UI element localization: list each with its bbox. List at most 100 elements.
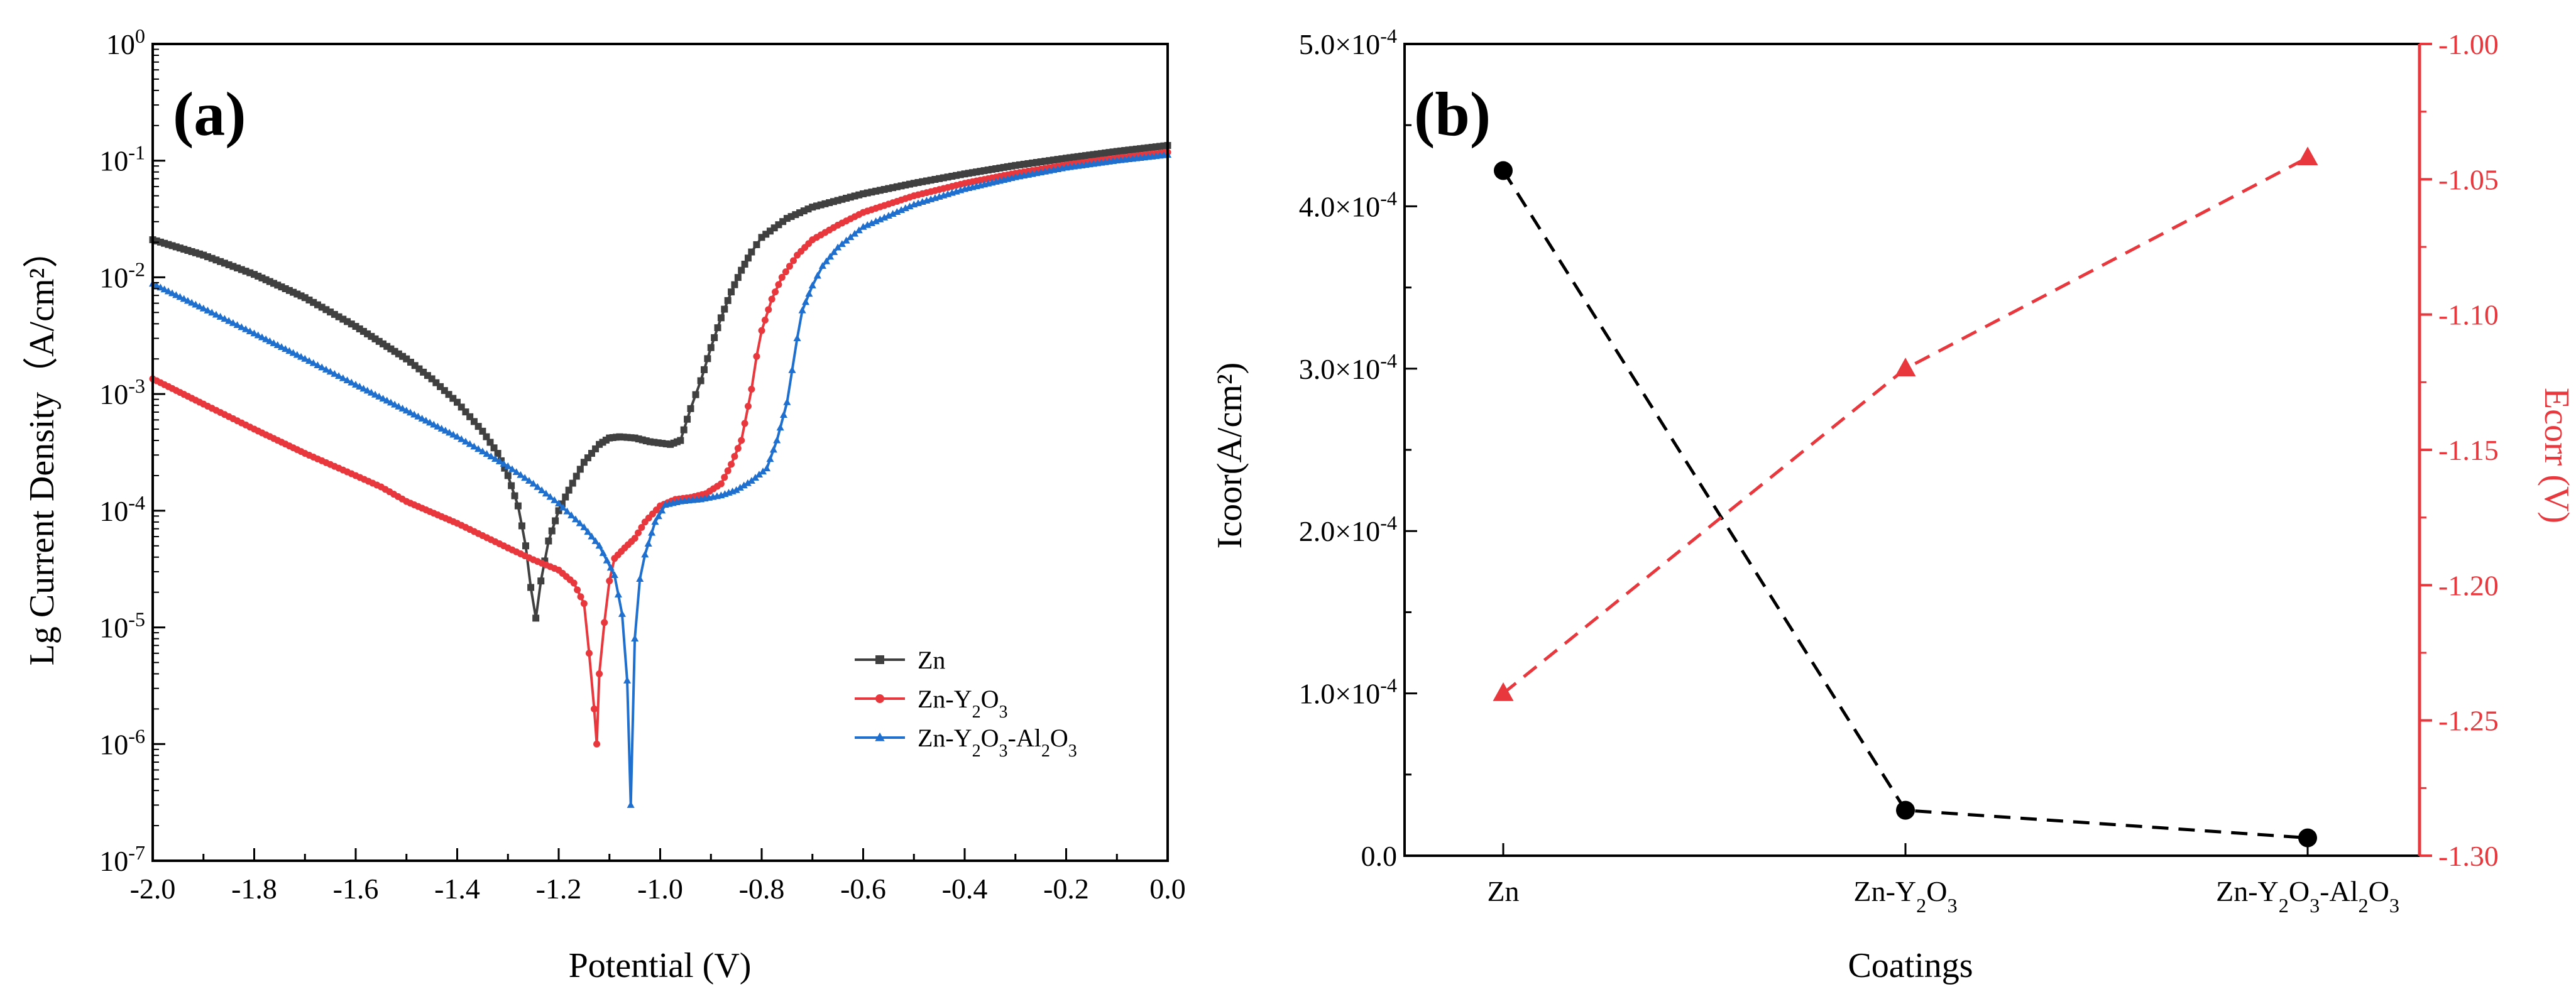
data-point xyxy=(618,609,626,617)
data-point xyxy=(940,174,947,182)
panel-a-series-layer xyxy=(148,142,1172,808)
legend-entry: Zn-Y2O3-Al2O3 xyxy=(855,724,1077,761)
data-point xyxy=(225,317,233,324)
data-point xyxy=(793,334,801,341)
data-point xyxy=(741,260,748,268)
data-point xyxy=(1144,144,1152,151)
data-point xyxy=(518,522,525,530)
data-point xyxy=(434,422,442,430)
data-point xyxy=(351,381,360,388)
data-point xyxy=(176,293,184,300)
data-point xyxy=(466,440,474,447)
data-point xyxy=(796,209,804,217)
legend-label: Zn xyxy=(918,646,945,674)
data-point xyxy=(772,288,779,296)
data-point xyxy=(758,327,765,334)
data-point xyxy=(430,420,438,428)
data-point xyxy=(965,170,972,177)
data-point xyxy=(636,575,644,582)
data-point xyxy=(1086,151,1093,159)
data-point xyxy=(432,379,440,386)
data-point xyxy=(567,511,576,518)
data-point xyxy=(576,466,584,473)
data-point xyxy=(822,257,831,265)
data-point xyxy=(246,269,254,276)
data-point xyxy=(901,204,909,212)
series-icorr xyxy=(1494,161,2317,848)
panel-a-x-axis: -2.0 -1.8 -1.6 -1.4 -1.2 -1.0 -0.8 -0.6 -0.4 -0.2… xyxy=(130,848,1186,905)
data-point xyxy=(659,440,666,447)
data-point xyxy=(762,231,770,238)
data-point xyxy=(763,464,771,472)
data-point xyxy=(738,437,745,444)
data-point xyxy=(216,312,224,320)
data-point xyxy=(638,524,645,532)
data-point xyxy=(847,233,855,241)
data-point xyxy=(266,337,274,344)
data-point xyxy=(1037,158,1044,166)
data-point xyxy=(658,506,666,514)
data-point xyxy=(491,455,500,462)
data-point xyxy=(684,415,691,423)
data-point xyxy=(458,403,465,411)
data-point xyxy=(731,281,738,288)
data-point xyxy=(386,398,395,406)
panel-b-x-axis-title: Coatings xyxy=(1848,946,1973,985)
legend-marker xyxy=(875,732,885,741)
data-point xyxy=(775,221,782,229)
data-point xyxy=(1896,800,1915,820)
data-point xyxy=(309,359,317,366)
data-point xyxy=(1078,152,1085,160)
data-point xyxy=(728,288,735,296)
data-point xyxy=(387,345,395,352)
data-point xyxy=(872,217,880,224)
data-point xyxy=(474,423,482,430)
data-point xyxy=(402,407,410,414)
legend-marker xyxy=(875,694,884,703)
data-point xyxy=(548,527,556,535)
right-y-tick-label: -1.00 xyxy=(2438,28,2499,60)
data-point xyxy=(180,295,188,302)
data-point xyxy=(584,454,591,462)
left-y-tick-label: 3.0×10-4 xyxy=(1299,349,1397,385)
data-point xyxy=(635,435,642,443)
data-point xyxy=(318,363,326,371)
data-point xyxy=(301,354,309,362)
data-point xyxy=(541,557,549,565)
data-point xyxy=(241,325,250,332)
left-y-tick-label: 1.0×10-4 xyxy=(1299,674,1397,710)
data-point xyxy=(867,219,876,226)
data-point xyxy=(805,290,813,297)
data-point xyxy=(192,300,200,308)
data-point xyxy=(717,314,725,322)
data-point xyxy=(1050,156,1057,164)
data-point xyxy=(787,213,795,221)
data-point xyxy=(1117,147,1124,155)
left-y-tick-label: 4.0×10-4 xyxy=(1299,187,1397,222)
data-point xyxy=(813,202,820,210)
data-point xyxy=(344,318,351,325)
data-point xyxy=(428,375,436,383)
data-point xyxy=(744,403,752,410)
data-point xyxy=(736,484,744,491)
data-point xyxy=(212,256,220,264)
data-point xyxy=(195,302,204,310)
data-point xyxy=(420,368,427,376)
data-point xyxy=(314,361,322,368)
data-point xyxy=(274,281,282,289)
data-point xyxy=(639,436,646,444)
data-point xyxy=(944,173,951,181)
data-point xyxy=(301,294,309,302)
data-point xyxy=(768,295,776,303)
data-point xyxy=(748,385,755,393)
data-point xyxy=(449,395,457,402)
data-point xyxy=(238,266,245,273)
panel-a-x-axis-title: Potential (V) xyxy=(569,946,752,985)
data-point xyxy=(1097,150,1105,157)
data-point xyxy=(766,455,774,462)
x-tick-label: -1.0 xyxy=(637,873,683,905)
data-point xyxy=(314,301,321,308)
data-point xyxy=(483,450,491,457)
data-point xyxy=(282,285,289,292)
y-tick-label: 10-1 xyxy=(99,141,145,177)
